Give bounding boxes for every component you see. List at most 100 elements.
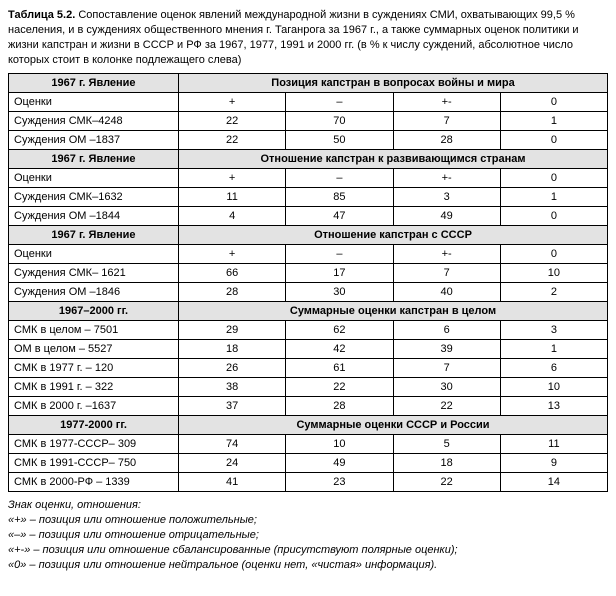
column-symbol: 0 [500,169,607,188]
cell-value: 28 [286,397,393,416]
table-row: ОМ в целом – 55271842391 [9,340,608,359]
row-label: СМК в 1991-СССР– 750 [9,454,179,473]
cell-value: 3 [393,188,500,207]
cell-value: 28 [393,131,500,150]
cell-value: 61 [286,359,393,378]
cell-value: 0 [500,207,607,226]
table-title-text: Сопоставление оценок явлений международн… [8,9,579,66]
column-symbol: 0 [500,93,607,112]
section-header-row: 1967 г. ЯвлениеОтношение капстран с СССР [9,226,608,245]
row-label: СМК в 1991 г. – 322 [9,378,179,397]
table-row: СМК в 1991-СССР– 7502449189 [9,454,608,473]
ratings-label: Оценки [9,169,179,188]
cell-value: 24 [179,454,286,473]
table-row: СМК в 2000-РФ – 133941232214 [9,473,608,492]
cell-value: 4 [179,207,286,226]
cell-value: 85 [286,188,393,207]
row-label: Суждения ОМ –1846 [9,283,179,302]
legend-header: Знак оценки, отношения: [8,498,608,513]
cell-value: 1 [500,340,607,359]
cell-value: 37 [179,397,286,416]
column-symbol: +- [393,93,500,112]
column-symbol: – [286,245,393,264]
cell-value: 6 [500,359,607,378]
table-row: СМК в 2000 г. –163737282213 [9,397,608,416]
cell-value: 10 [286,435,393,454]
column-symbol: 0 [500,245,607,264]
row-label: СМК в 1977 г. – 120 [9,359,179,378]
cell-value: 1 [500,188,607,207]
table-number: Таблица 5.2. [8,9,75,21]
cell-value: 11 [500,435,607,454]
row-label: Суждения СМК–1632 [9,188,179,207]
cell-value: 6 [393,321,500,340]
cell-value: 41 [179,473,286,492]
cell-value: 10 [500,264,607,283]
row-label: СМК в 1977-СССР– 309 [9,435,179,454]
cell-value: 17 [286,264,393,283]
cell-value: 22 [179,131,286,150]
column-symbols-row: Оценки+–+-0 [9,245,608,264]
cell-value: 70 [286,112,393,131]
row-label: Суждения СМК– 1621 [9,264,179,283]
column-symbol: + [179,93,286,112]
row-label: СМК в целом – 7501 [9,321,179,340]
column-symbol: + [179,169,286,188]
cell-value: 18 [179,340,286,359]
section-header-row: 1967 г. ЯвлениеПозиция капстран в вопрос… [9,74,608,93]
row-label: ОМ в целом – 5527 [9,340,179,359]
table-row: СМК в 1977-СССР– 3097410511 [9,435,608,454]
table-row: Суждения СМК–1632118531 [9,188,608,207]
cell-value: 7 [393,112,500,131]
column-symbol: – [286,169,393,188]
section-left-label: 1967 г. Явление [9,150,179,169]
cell-value: 13 [500,397,607,416]
section-left-label: 1977-2000 гг. [9,416,179,435]
ratings-label: Оценки [9,93,179,112]
cell-value: 10 [500,378,607,397]
cell-value: 22 [393,473,500,492]
section-left-label: 1967 г. Явление [9,226,179,245]
ratings-label: Оценки [9,245,179,264]
table-row: Суждения ОМ –1844447490 [9,207,608,226]
cell-value: 7 [393,359,500,378]
table-row: СМК в 1977 г. – 120266176 [9,359,608,378]
cell-value: 50 [286,131,393,150]
cell-value: 42 [286,340,393,359]
cell-value: 22 [179,112,286,131]
row-label: СМК в 2000 г. –1637 [9,397,179,416]
column-symbols-row: Оценки+–+-0 [9,169,608,188]
section-header-row: 1977-2000 гг.Суммарные оценки СССР и Рос… [9,416,608,435]
cell-value: 38 [179,378,286,397]
section-right-label: Отношение капстран с СССР [179,226,608,245]
cell-value: 14 [500,473,607,492]
cell-value: 5 [393,435,500,454]
cell-value: 74 [179,435,286,454]
cell-value: 7 [393,264,500,283]
section-left-label: 1967 г. Явление [9,74,179,93]
cell-value: 9 [500,454,607,473]
cell-value: 30 [393,378,500,397]
cell-value: 40 [393,283,500,302]
cell-value: 1 [500,112,607,131]
section-right-label: Суммарные оценки капстран в целом [179,302,608,321]
section-left-label: 1967–2000 гг. [9,302,179,321]
cell-value: 22 [393,397,500,416]
row-label: Суждения СМК–4248 [9,112,179,131]
legend-item: «+-» – позиция или отношение сбалансиров… [8,543,608,558]
column-symbols-row: Оценки+–+-0 [9,93,608,112]
table-row: СМК в целом – 7501296263 [9,321,608,340]
table-row: Суждения СМК–4248227071 [9,112,608,131]
section-right-label: Отношение капстран к развивающимся стран… [179,150,608,169]
table-row: СМК в 1991 г. – 32238223010 [9,378,608,397]
cell-value: 2 [500,283,607,302]
data-table: 1967 г. ЯвлениеПозиция капстран в вопрос… [8,73,608,492]
cell-value: 22 [286,378,393,397]
row-label: СМК в 2000-РФ – 1339 [9,473,179,492]
table-row: Суждения СМК– 16216617710 [9,264,608,283]
column-symbol: + [179,245,286,264]
table-caption: Таблица 5.2. Сопоставление оценок явлени… [8,8,608,67]
column-symbol: – [286,93,393,112]
cell-value: 49 [393,207,500,226]
legend-item: «–» – позиция или отношение отрицательны… [8,528,608,543]
